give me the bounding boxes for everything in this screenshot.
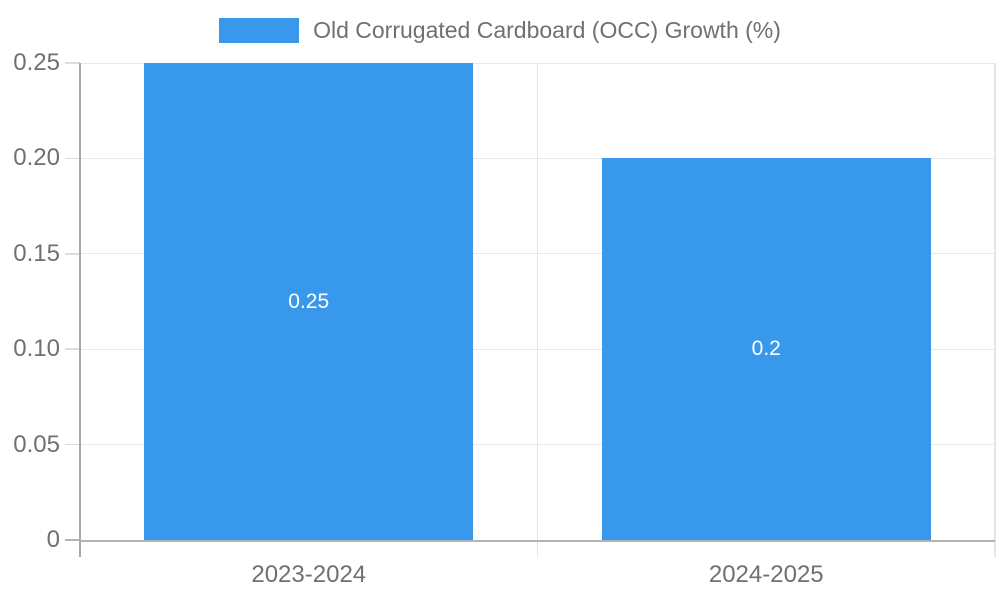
y-tick-label: 0.20 [13,144,60,172]
legend-swatch [219,17,300,43]
y-axis-line [79,63,81,557]
x-tick-label: 2024-2025 [708,561,824,588]
y-tick-label: 0.10 [13,335,60,363]
y-tick [65,253,80,255]
x-axis-line [80,540,995,542]
bar-value-label: 0.25 [288,289,330,313]
bar-value-label: 0.2 [751,337,781,361]
y-tick [65,539,80,541]
y-tick [65,348,80,350]
chart-legend[interactable]: Old Corrugated Cardboard (OCC) Growth (%… [0,16,1000,44]
y-tick [65,62,80,64]
y-tick-label: 0 [46,526,60,553]
y-tick [65,443,80,446]
category-separator [994,63,996,557]
category-separator [536,63,539,557]
y-tick-label: 0.25 [13,49,60,76]
x-tick-label: 2023-2024 [251,561,367,588]
y-tick [65,157,80,160]
y-tick-label: 0.05 [13,430,60,458]
bar[interactable]: 0.2 [601,158,931,540]
legend-label: Old Corrugated Cardboard (OCC) Growth (%… [313,17,781,43]
bar[interactable]: 0.25 [144,63,474,540]
y-tick-label: 0.15 [13,239,60,267]
